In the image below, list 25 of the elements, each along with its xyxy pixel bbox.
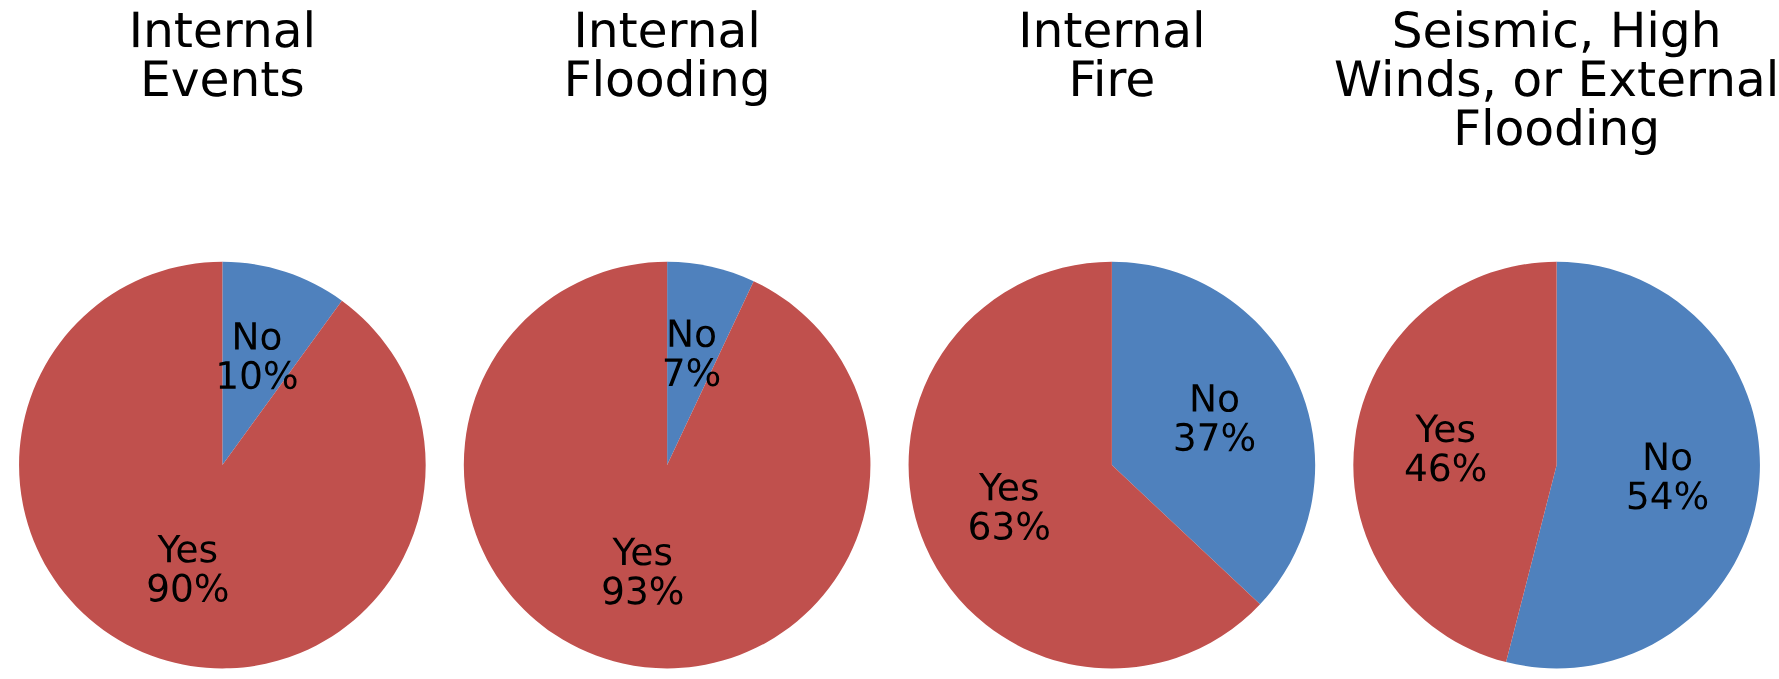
chart-title: Internal Fire: [1022, 10, 1201, 97]
data-label: 90%: [148, 573, 228, 602]
pie-slice: [463, 261, 871, 669]
pie-slice: [667, 261, 754, 466]
data-label: 37%: [1175, 422, 1255, 452]
slice-label: No: [235, 322, 281, 351]
chart-title: Internal Events: [133, 10, 312, 97]
chart-title: Seismic, High Winds, or External Flooding: [1335, 10, 1775, 156]
pie-slice: [1353, 261, 1557, 663]
pie-slice: [908, 261, 1261, 669]
slice-label: Yes: [978, 472, 1038, 501]
slice-label: Yes: [1415, 414, 1475, 443]
data-label: 46%: [1405, 453, 1486, 482]
slice-label: No: [669, 319, 715, 348]
slice-label: Yes: [157, 534, 217, 563]
slice-label: Yes: [612, 537, 672, 566]
slice-label: No: [1192, 384, 1238, 413]
pie-slice: [19, 261, 426, 669]
data-label: 63%: [970, 511, 1049, 540]
slice-label: No: [1645, 442, 1692, 471]
chart-title: Internal Flooding: [568, 10, 767, 107]
pie-slice: [1111, 261, 1316, 605]
data-label: 93%: [603, 576, 683, 605]
data-label: 54%: [1628, 481, 1708, 510]
pie-slice: [1506, 261, 1760, 669]
